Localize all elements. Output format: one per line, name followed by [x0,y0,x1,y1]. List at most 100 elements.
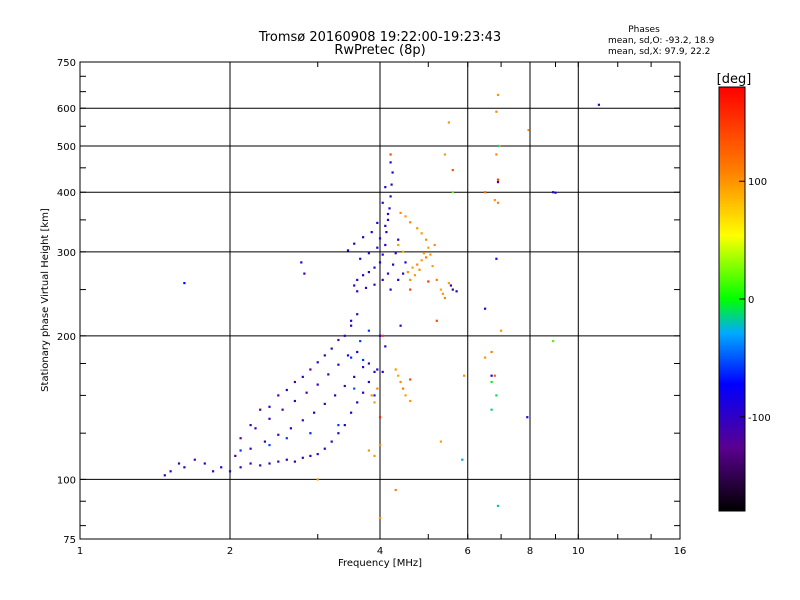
echo-point-x [397,243,400,247]
stats-line-o: mean, sd,O: -93.2, 18.9 [608,36,715,46]
echo-point-x [429,253,432,256]
echo-point-x [498,144,501,148]
echo-point-o [384,224,387,227]
echo-point-o [367,380,370,384]
echo-point-o [392,263,395,266]
echo-point-o [277,433,280,436]
y-tick-label: 500 [57,142,76,153]
echo-point-x [439,288,442,291]
echo-point-other [451,169,454,172]
echo-point-x [447,121,450,124]
echo-point-other [490,380,493,384]
echo-point-o [337,424,340,427]
echo-point-o [381,253,384,256]
echo-point-o [362,358,365,362]
echo-point-x [427,246,430,249]
echo-point-o [254,427,257,430]
echo-point-o [337,338,340,342]
echo-point-o [212,470,215,473]
stats-line-x: mean, sd,X: 97.9, 22.2 [608,47,710,57]
echo-point-other [461,458,464,461]
echo-point-o [370,231,373,234]
echo-point-x [496,93,500,96]
echo-point-o [259,408,262,411]
echo-point-other [389,153,392,156]
echo-point-x [399,380,402,384]
echo-point-other [496,504,500,507]
echo-point-o [388,207,391,210]
echo-point-o [353,284,356,287]
echo-point-o [281,408,284,411]
echo-point-x [409,399,412,403]
echo-point-x [404,215,407,218]
echo-point-o [350,356,353,359]
x-tick-label: 4 [377,546,383,557]
echo-point-x [425,256,428,259]
echo-point-o [490,374,493,377]
echo-point-o [356,350,359,354]
echo-point-o [384,243,387,247]
echo-point-o [316,361,319,364]
echo-point-o [293,460,296,463]
echo-point-o [362,366,365,369]
echo-point-o [327,373,330,376]
echo-point-other [378,416,382,419]
echo-point-o [364,286,368,289]
echo-point-o [268,417,271,420]
echo-point-o [381,201,384,204]
echo-point-o [268,444,271,447]
echo-point-x [435,278,438,281]
data-points [163,93,600,520]
echo-point-o [376,246,379,249]
echo-point-o [397,238,400,241]
echo-point-o [301,375,304,378]
echo-point-o [193,458,196,461]
echo-point-x [439,440,442,443]
x-tick-label: 1 [77,546,83,557]
echo-point-o [362,274,365,277]
echo-point-o [323,447,326,450]
echo-point-o [353,242,356,245]
echo-point-x [418,268,421,271]
x-axis-label: Frequency [MHz] [338,558,422,569]
echo-point-o [384,186,387,189]
echo-point-o [183,466,186,469]
echo-point-o [350,411,353,414]
echo-point-o [239,466,242,469]
echo-point-o [373,283,376,286]
echo-point-other [427,280,430,283]
echo-point-o [268,405,271,408]
echo-point-o [356,290,359,293]
echo-point-o [367,252,370,255]
y-tick-label: 400 [57,188,76,199]
echo-point-x [376,387,379,390]
echo-point-o [285,437,288,440]
echo-point-o [495,257,498,260]
echo-point-o [362,391,365,394]
echo-point-x [394,488,397,492]
echo-point-x [409,278,412,281]
echo-point-x [420,232,423,235]
echo-point-x [496,201,500,204]
echo-point-o [389,288,392,291]
echo-point-o [316,383,319,386]
y-tick-label: 750 [57,58,76,69]
echo-point-x [406,271,409,274]
echo-point-o [385,231,388,234]
echo-point-o [356,401,359,404]
echo-point-o [337,363,340,366]
echo-point-o [323,402,326,405]
echo-point-o [249,447,252,450]
echo-point-x [370,394,373,397]
echo-point-o [343,424,346,427]
echo-point-o [343,334,346,337]
stats-heading: Phases [628,25,660,35]
echo-point-x [373,454,376,457]
echo-point-o [356,278,359,281]
echo-point-x [399,211,402,214]
echo-point-x [443,153,446,156]
echo-point-x [416,263,419,266]
echo-point-x [500,329,503,332]
echo-point-o [305,391,308,394]
echo-point-o [309,432,312,435]
